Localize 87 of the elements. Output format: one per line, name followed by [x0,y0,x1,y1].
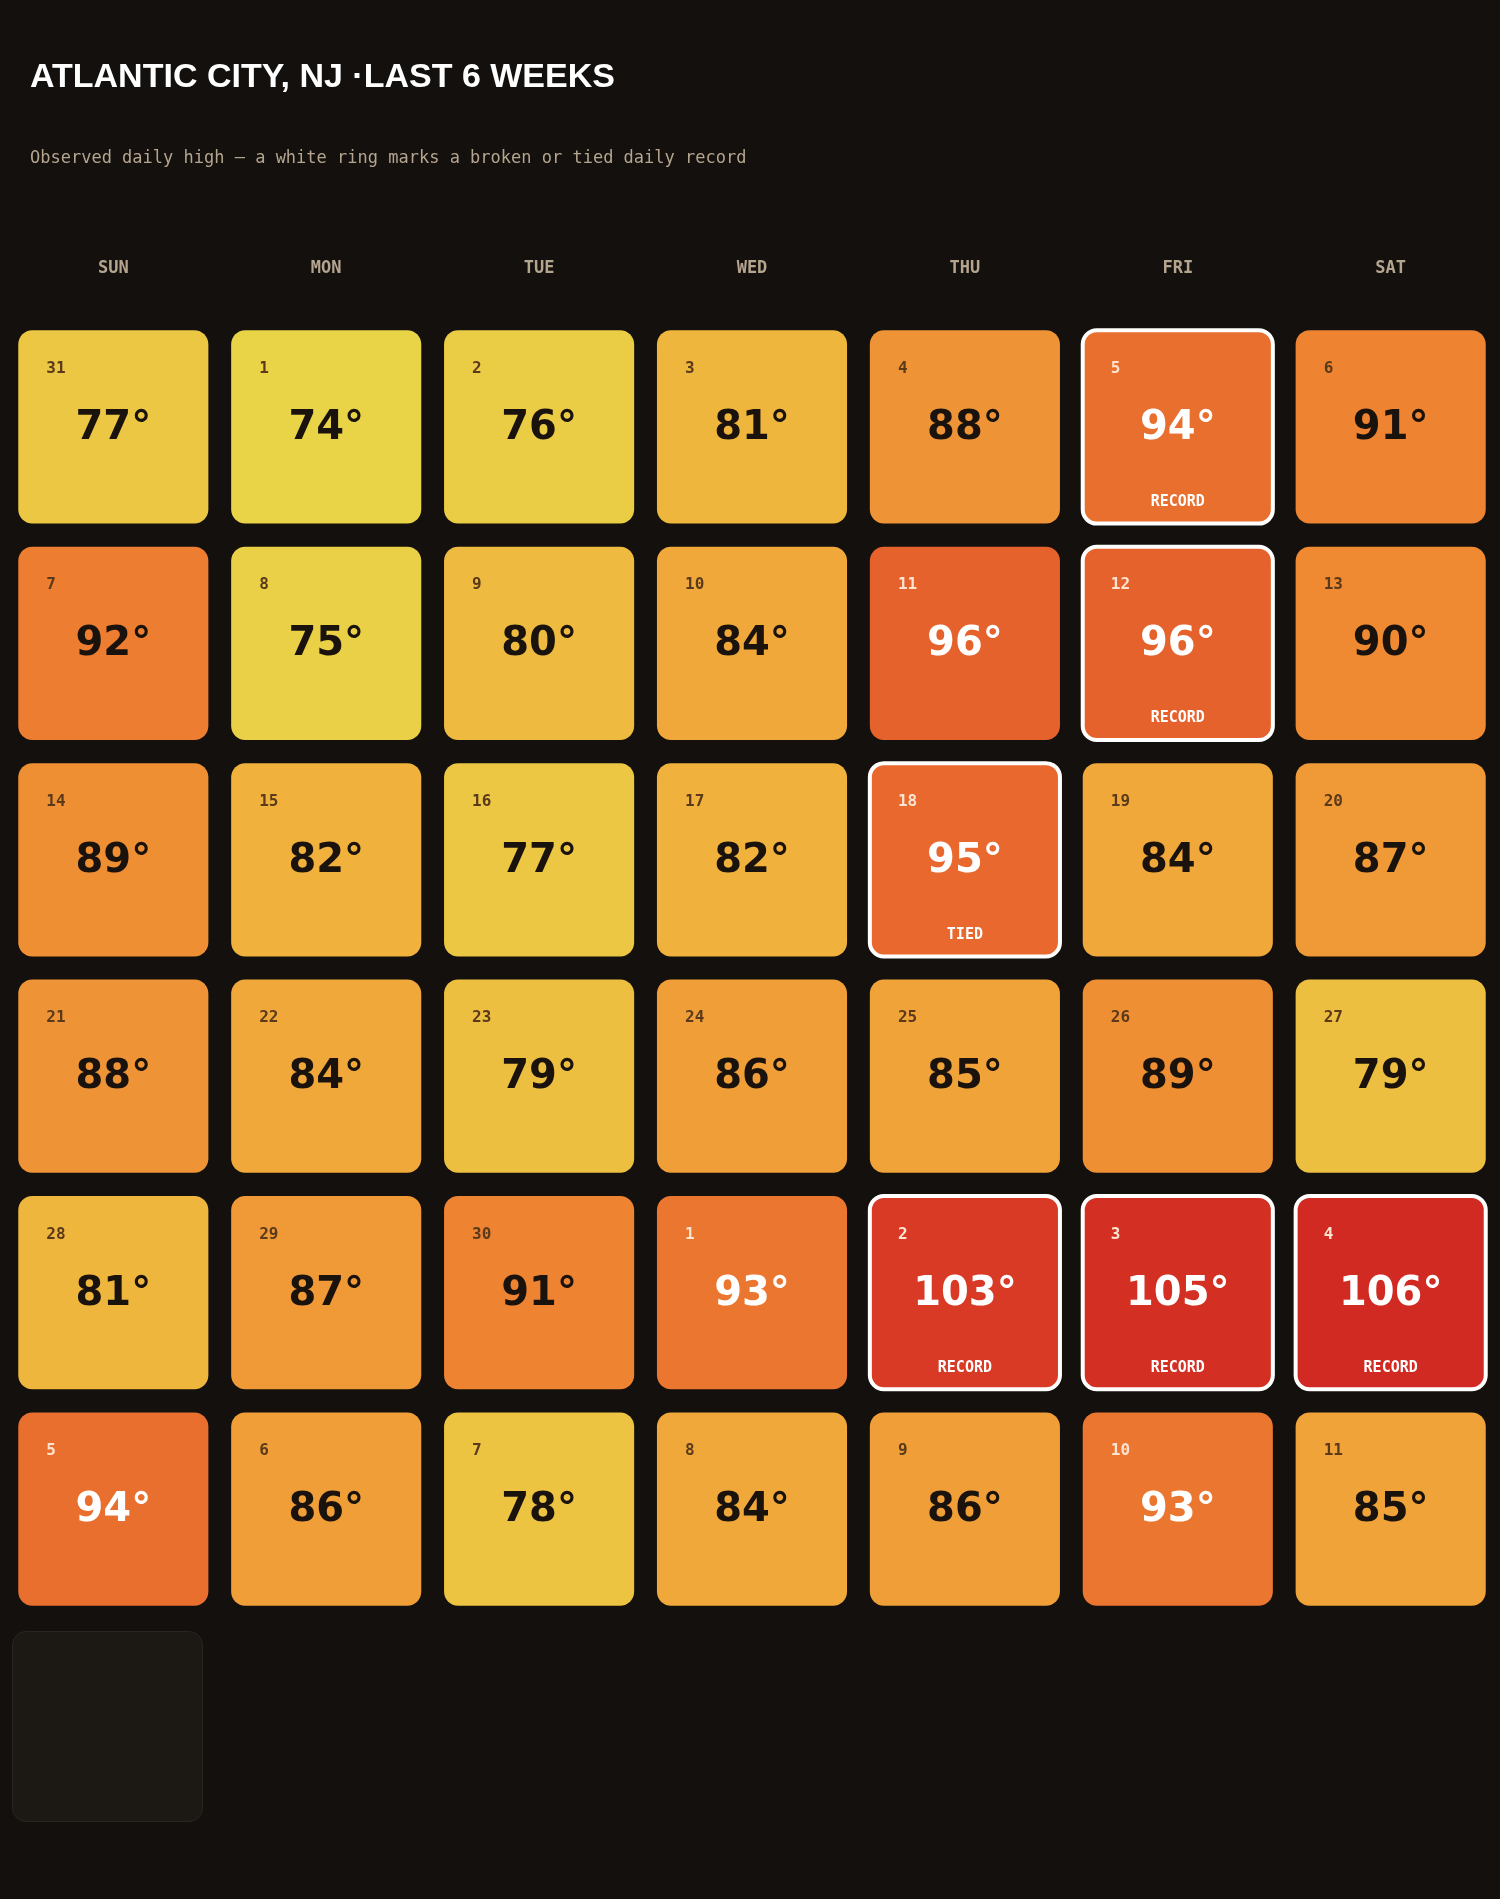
annotation: 4 [1323,1223,1334,1243]
annotation: 27 [1323,1007,1343,1027]
data-label: 91° [501,1267,577,1314]
data-label: 86° [288,1484,365,1531]
annotation: 13 [1323,574,1343,594]
data-label: 80° [501,618,577,665]
data-label: 74° [288,401,365,448]
data-label: 76° [501,401,577,448]
x-tick-label: THU [949,256,981,277]
annotation: 25 [897,1007,918,1027]
x-tick-label: SAT [1375,256,1407,277]
data-label: 75° [288,618,365,665]
data-label: 84° [1139,834,1216,881]
x-tick-label: MON [310,256,342,277]
annotation: 29 [259,1223,279,1243]
annotation: 30 [472,1223,492,1243]
data-label: 88° [75,1051,152,1098]
annotation: 7 [46,574,56,594]
data-label: 93° [714,1267,790,1314]
annotation: 3 [1110,1223,1121,1243]
data-label: 79° [1352,1051,1429,1098]
annotation: 16 [472,790,492,810]
annotation: 5 [1110,357,1121,377]
data-label: 86° [927,1484,1003,1531]
annotation: 6 [259,1440,269,1460]
annotation: 11 [1323,1440,1343,1460]
data-label: 90° [1352,618,1429,665]
data-label: 88° [927,401,1003,448]
annotation: 20 [1323,790,1343,810]
annotation: 31 [46,357,66,377]
data-label: 84° [288,1051,365,1098]
annotation: 24 [685,1007,705,1027]
data-label: 81° [75,1267,152,1314]
annotation: 3 [685,357,695,377]
data-label: 79° [501,1051,577,1098]
annotation: 10 [685,574,705,594]
annotation: 1 [259,357,269,377]
data-label: 81° [714,401,790,448]
annotation: 26 [1110,1007,1131,1027]
annotation: 21 [46,1007,66,1027]
annotation: 7 [472,1440,482,1460]
data-label: 87° [1352,834,1429,881]
annotation: 12 [1110,574,1131,594]
data-label: 78° [501,1484,577,1531]
annotation: 10 [1110,1440,1131,1460]
annotation: 9 [472,574,482,594]
data-label: 96° [927,618,1003,665]
data-label: 89° [1139,1051,1216,1098]
annotation: 15 [259,790,279,810]
annotation: 28 [46,1223,66,1243]
data-label: 91° [1352,401,1429,448]
data-label: 89° [75,834,152,881]
data-label: 84° [714,1484,790,1531]
data-label: 77° [501,834,577,881]
annotation: 23 [472,1007,492,1027]
x-tick-label: TUE [523,256,555,277]
annotation: 19 [1110,790,1131,810]
annotation: 8 [685,1440,695,1460]
data-label: 85° [927,1051,1003,1098]
data-label: 85° [1352,1484,1429,1531]
data-label: 93° [1139,1484,1216,1531]
annotation: 14 [46,790,66,810]
annotation: 9 [897,1440,908,1460]
annotation: 8 [259,574,269,594]
data-label: 84° [714,618,790,665]
data-label: 94° [75,1484,152,1531]
annotation: 22 [259,1007,279,1027]
chart-title: ATLANTIC CITY, NJ ·LAST 6 WEEKS [30,56,615,94]
x-tick-label: SUN [97,256,129,277]
data-label: 82° [714,834,790,881]
annotation: 11 [897,574,918,594]
chart-subtitle: Observed daily high — a white ring marks a broken or tied daily record [30,147,747,167]
annotation: 18 [897,790,918,810]
data-label: 86° [714,1051,790,1098]
annotation: 4 [897,357,908,377]
data-label: 77° [75,401,152,448]
data-label: 82° [288,834,365,881]
data-label: 87° [288,1267,365,1314]
x-tick-label: FRI [1162,256,1194,277]
annotation: 2 [897,1223,908,1243]
annotation: 2 [472,357,482,377]
x-tick-label: WED [736,256,768,277]
annotation: 17 [685,790,705,810]
annotation: 1 [685,1223,695,1243]
data-label: 92° [75,618,152,665]
annotation: 6 [1323,357,1334,377]
annotation: 5 [46,1440,56,1460]
